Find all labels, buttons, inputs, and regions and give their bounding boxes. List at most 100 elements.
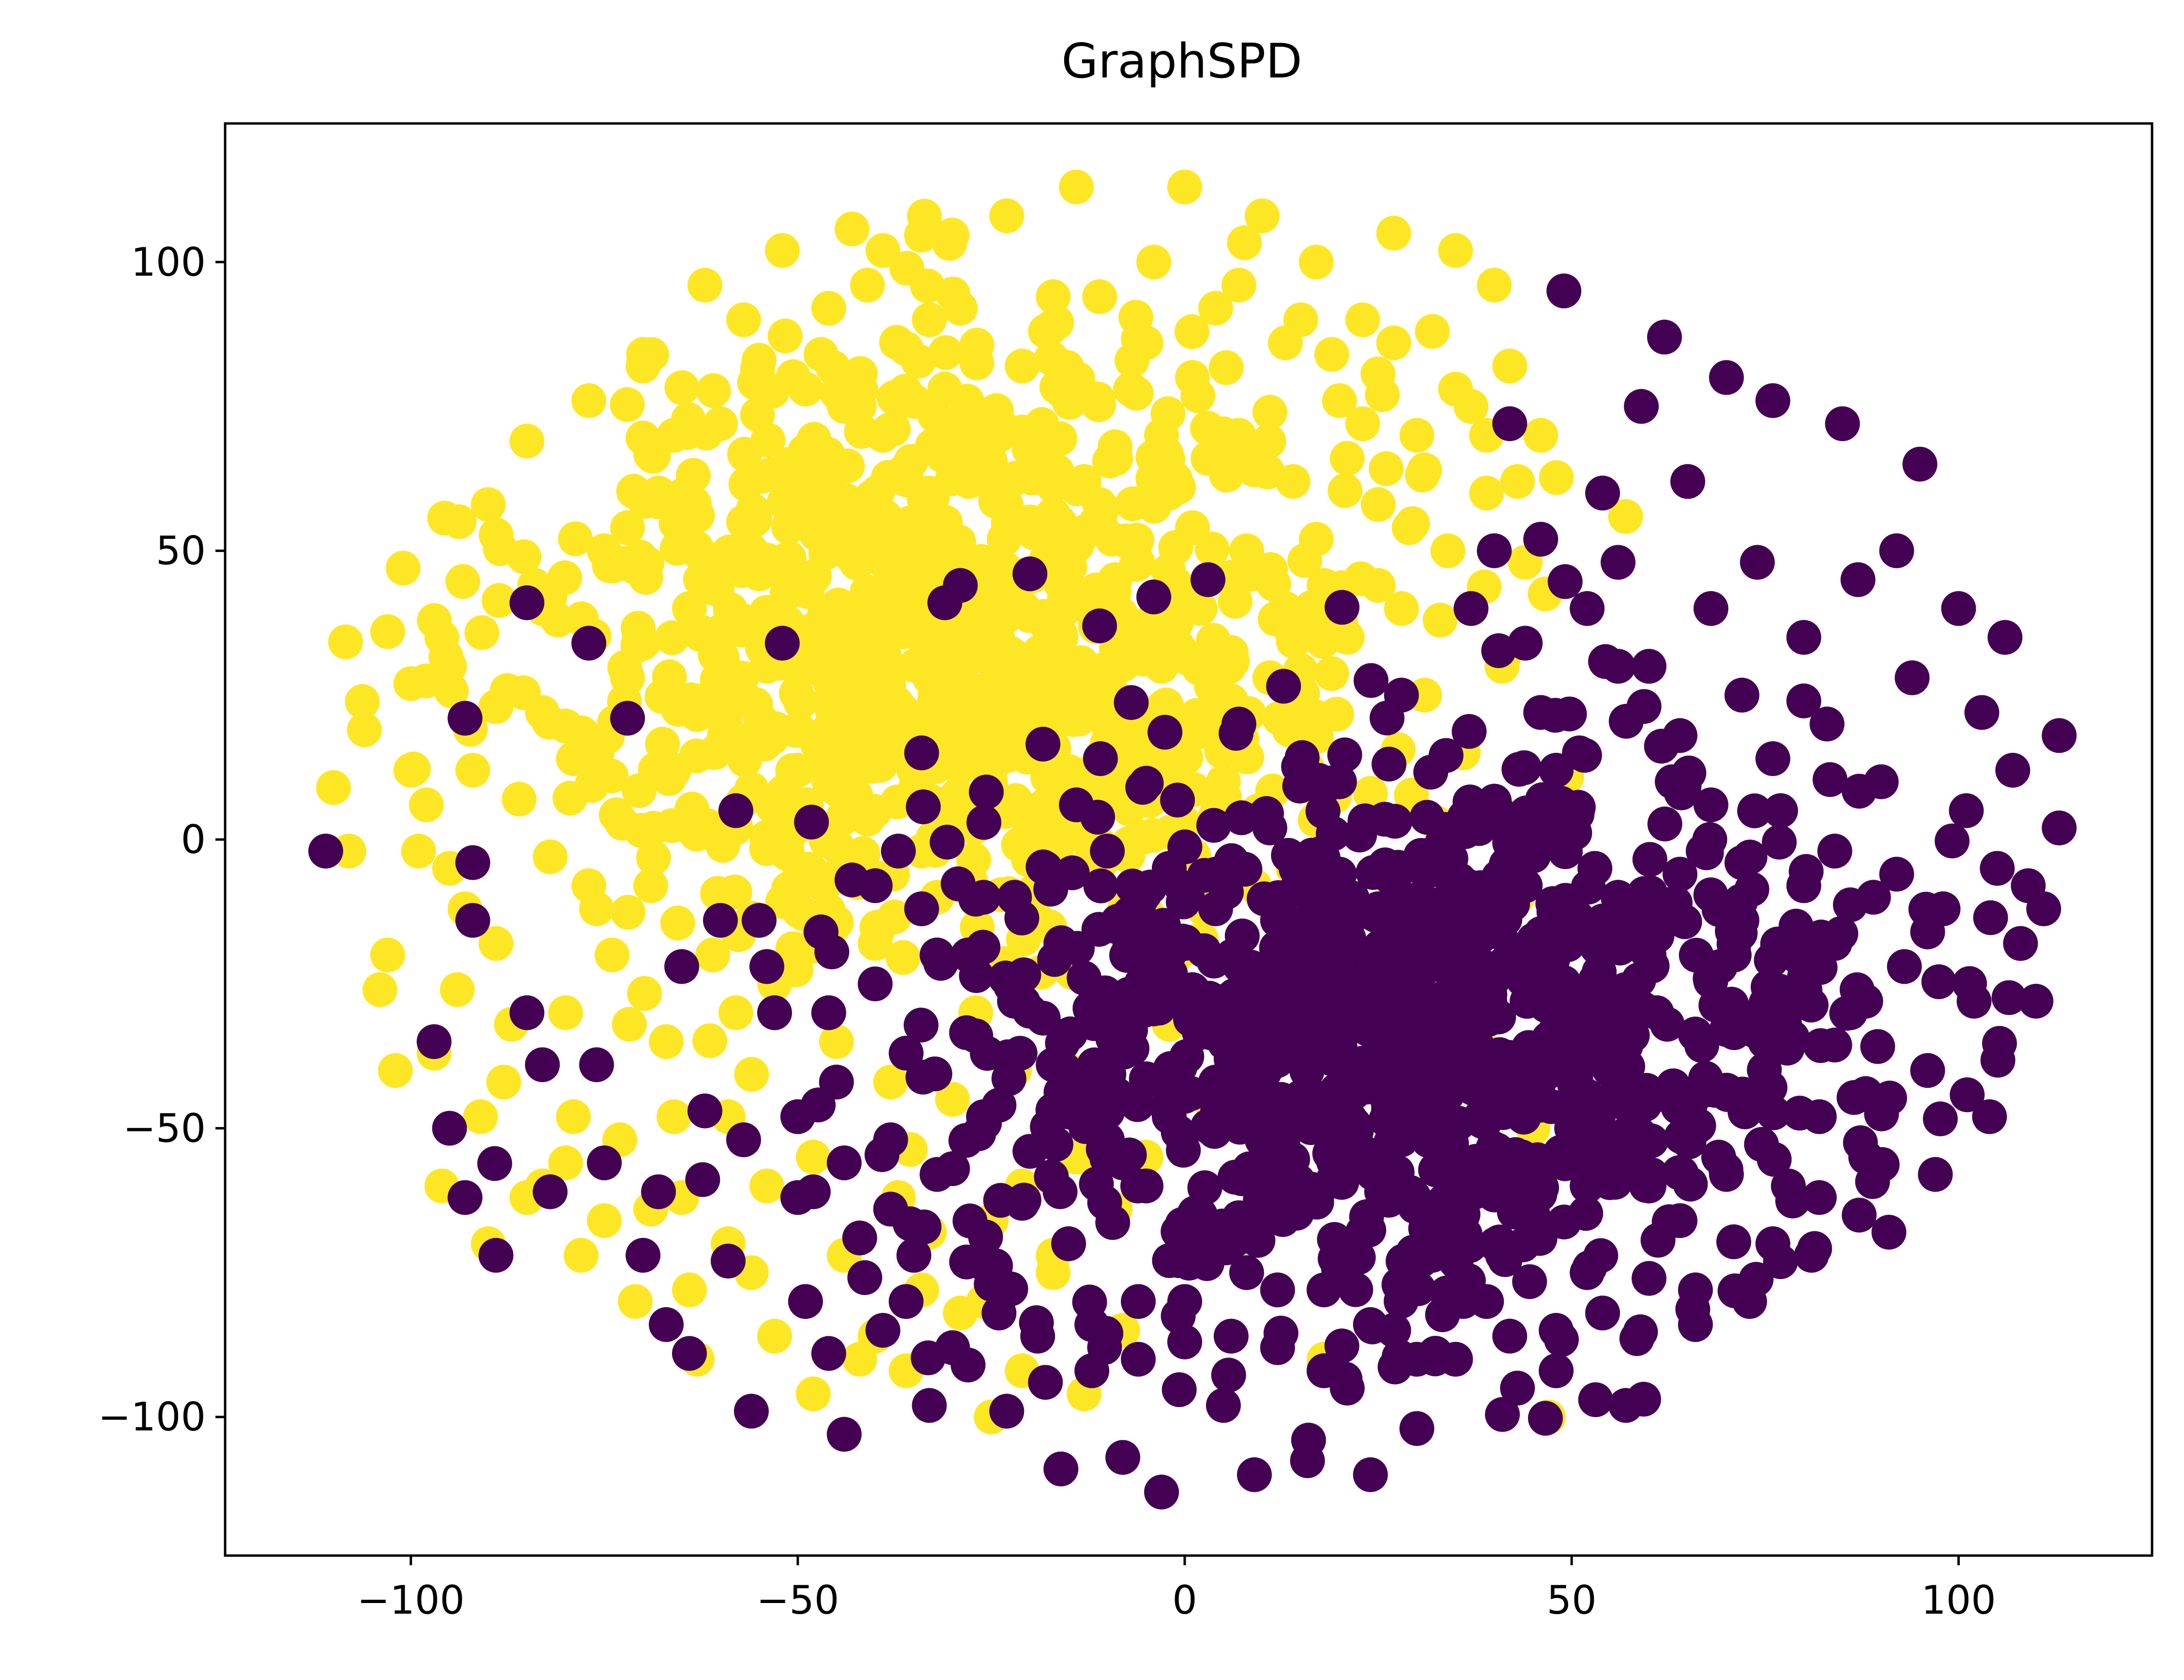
scatter-point-class-1 bbox=[796, 612, 832, 647]
scatter-point-class-1 bbox=[432, 649, 467, 684]
scatter-point-class-1 bbox=[424, 620, 459, 655]
scatter-point-class-1 bbox=[1365, 377, 1400, 412]
scatter-point-class-1 bbox=[594, 758, 629, 794]
scatter-point-class-1 bbox=[889, 251, 925, 286]
scatter-point-class-0 bbox=[1448, 1217, 1483, 1252]
scatter-point-class-0 bbox=[1879, 533, 1914, 568]
scatter-point-class-0 bbox=[1724, 903, 1759, 938]
y-tick-label: 50 bbox=[156, 529, 206, 574]
scatter-point-class-0 bbox=[1161, 1372, 1197, 1407]
scatter-point-class-0 bbox=[1206, 1388, 1241, 1423]
scatter-point-class-0 bbox=[1275, 1180, 1311, 1215]
scatter-point-class-0 bbox=[579, 1047, 614, 1083]
scatter-point-class-1 bbox=[780, 868, 815, 903]
scatter-point-class-1 bbox=[525, 695, 560, 730]
scatter-point-class-1 bbox=[409, 787, 444, 823]
scatter-point-class-1 bbox=[680, 498, 715, 533]
scatter-point-class-0 bbox=[1579, 911, 1614, 946]
scatter-point-class-0 bbox=[1384, 677, 1419, 713]
scatter-point-class-0 bbox=[1028, 851, 1063, 886]
scatter-point-class-0 bbox=[1090, 833, 1125, 869]
scatter-point-class-0 bbox=[1523, 1087, 1558, 1123]
scatter-point-class-1 bbox=[636, 840, 671, 875]
scatter-point-class-0 bbox=[1848, 984, 1883, 1019]
scatter-point-class-1 bbox=[989, 674, 1024, 710]
scatter-point-class-1 bbox=[1135, 818, 1171, 853]
scatter-point-class-1 bbox=[652, 659, 687, 694]
scatter-point-class-0 bbox=[1863, 764, 1899, 799]
scatter-point-class-0 bbox=[509, 585, 545, 620]
points-layer bbox=[308, 169, 2077, 1510]
scatter-point-class-0 bbox=[1879, 856, 1914, 892]
scatter-point-class-1 bbox=[664, 370, 700, 405]
scatter-point-class-1 bbox=[1028, 787, 1063, 823]
scatter-point-class-0 bbox=[1935, 824, 1970, 858]
scatter-point-class-1 bbox=[1345, 406, 1380, 442]
scatter-point-class-1 bbox=[626, 626, 661, 661]
scatter-point-class-1 bbox=[1329, 441, 1365, 476]
scatter-point-class-1 bbox=[393, 752, 428, 788]
scatter-point-class-0 bbox=[1568, 1196, 1604, 1231]
scatter-point-class-0 bbox=[969, 774, 1004, 809]
scatter-point-class-1 bbox=[1179, 698, 1214, 733]
scatter-point-class-0 bbox=[1539, 926, 1574, 961]
scatter-point-class-1 bbox=[741, 556, 777, 592]
scatter-point-class-0 bbox=[764, 626, 800, 661]
scatter-point-class-0 bbox=[1175, 972, 1210, 1008]
scatter-point-class-0 bbox=[1059, 1087, 1094, 1123]
scatter-point-class-1 bbox=[1191, 441, 1225, 476]
scatter-point-class-0 bbox=[1430, 1076, 1466, 1111]
scatter-point-class-0 bbox=[733, 1393, 769, 1429]
scatter-point-class-0 bbox=[1632, 1168, 1666, 1204]
scatter-point-class-0 bbox=[1688, 1061, 1723, 1096]
scatter-point-class-1 bbox=[1283, 302, 1318, 337]
scatter-point-class-0 bbox=[1539, 1353, 1574, 1389]
scatter-point-class-1 bbox=[618, 1284, 653, 1319]
scatter-point-class-0 bbox=[1428, 738, 1464, 773]
scatter-point-class-0 bbox=[1291, 984, 1326, 1019]
scatter-point-class-0 bbox=[1260, 903, 1295, 938]
scatter-point-class-0 bbox=[1306, 1353, 1342, 1389]
scatter-point-class-0 bbox=[1415, 1237, 1450, 1273]
scatter-point-class-1 bbox=[1028, 314, 1063, 349]
scatter-point-class-1 bbox=[1047, 591, 1083, 626]
scatter-point-class-1 bbox=[834, 212, 870, 246]
scatter-point-class-0 bbox=[1778, 908, 1814, 944]
scatter-point-class-1 bbox=[1608, 499, 1643, 534]
scatter-point-class-0 bbox=[1508, 868, 1543, 903]
scatter-point-class-0 bbox=[1585, 475, 1620, 511]
scatter-point-class-1 bbox=[862, 644, 897, 680]
scatter-point-class-1 bbox=[1121, 735, 1156, 771]
scatter-point-class-0 bbox=[478, 1237, 514, 1273]
scatter-point-class-1 bbox=[1012, 504, 1048, 539]
scatter-point-class-1 bbox=[401, 833, 436, 869]
scatter-point-class-0 bbox=[1121, 1342, 1156, 1377]
scatter-point-class-0 bbox=[1191, 562, 1225, 597]
scatter-point-class-0 bbox=[943, 568, 978, 603]
scatter-point-class-0 bbox=[950, 937, 986, 973]
scatter-point-class-1 bbox=[707, 703, 743, 738]
scatter-point-class-1 bbox=[1113, 371, 1148, 407]
scatter-point-class-1 bbox=[1206, 764, 1241, 799]
scatter-point-class-0 bbox=[1337, 984, 1373, 1019]
scatter-point-class-0 bbox=[888, 1036, 924, 1071]
scatter-point-class-0 bbox=[1528, 1401, 1563, 1436]
scatter-point-class-1 bbox=[1500, 464, 1535, 499]
scatter-point-class-0 bbox=[780, 1099, 815, 1134]
scatter-point-class-0 bbox=[1980, 851, 2015, 886]
scatter-point-class-0 bbox=[1226, 1214, 1261, 1249]
scatter-point-class-0 bbox=[1461, 811, 1497, 846]
scatter-point-class-0 bbox=[1213, 1318, 1249, 1354]
y-tick-label: 0 bbox=[181, 817, 206, 863]
scatter-point-class-0 bbox=[1477, 961, 1512, 996]
scatter-point-class-0 bbox=[1196, 808, 1231, 843]
scatter-point-class-0 bbox=[1266, 669, 1301, 704]
scatter-point-class-0 bbox=[1083, 741, 1118, 776]
scatter-point-class-0 bbox=[1028, 1365, 1063, 1400]
scatter-point-class-1 bbox=[703, 406, 738, 442]
scatter-point-class-0 bbox=[1306, 1272, 1342, 1308]
x-tick-label: −50 bbox=[756, 1578, 839, 1623]
scatter-point-class-0 bbox=[1324, 1329, 1359, 1363]
scatter-point-class-1 bbox=[997, 706, 1032, 742]
scatter-point-class-1 bbox=[780, 752, 815, 788]
